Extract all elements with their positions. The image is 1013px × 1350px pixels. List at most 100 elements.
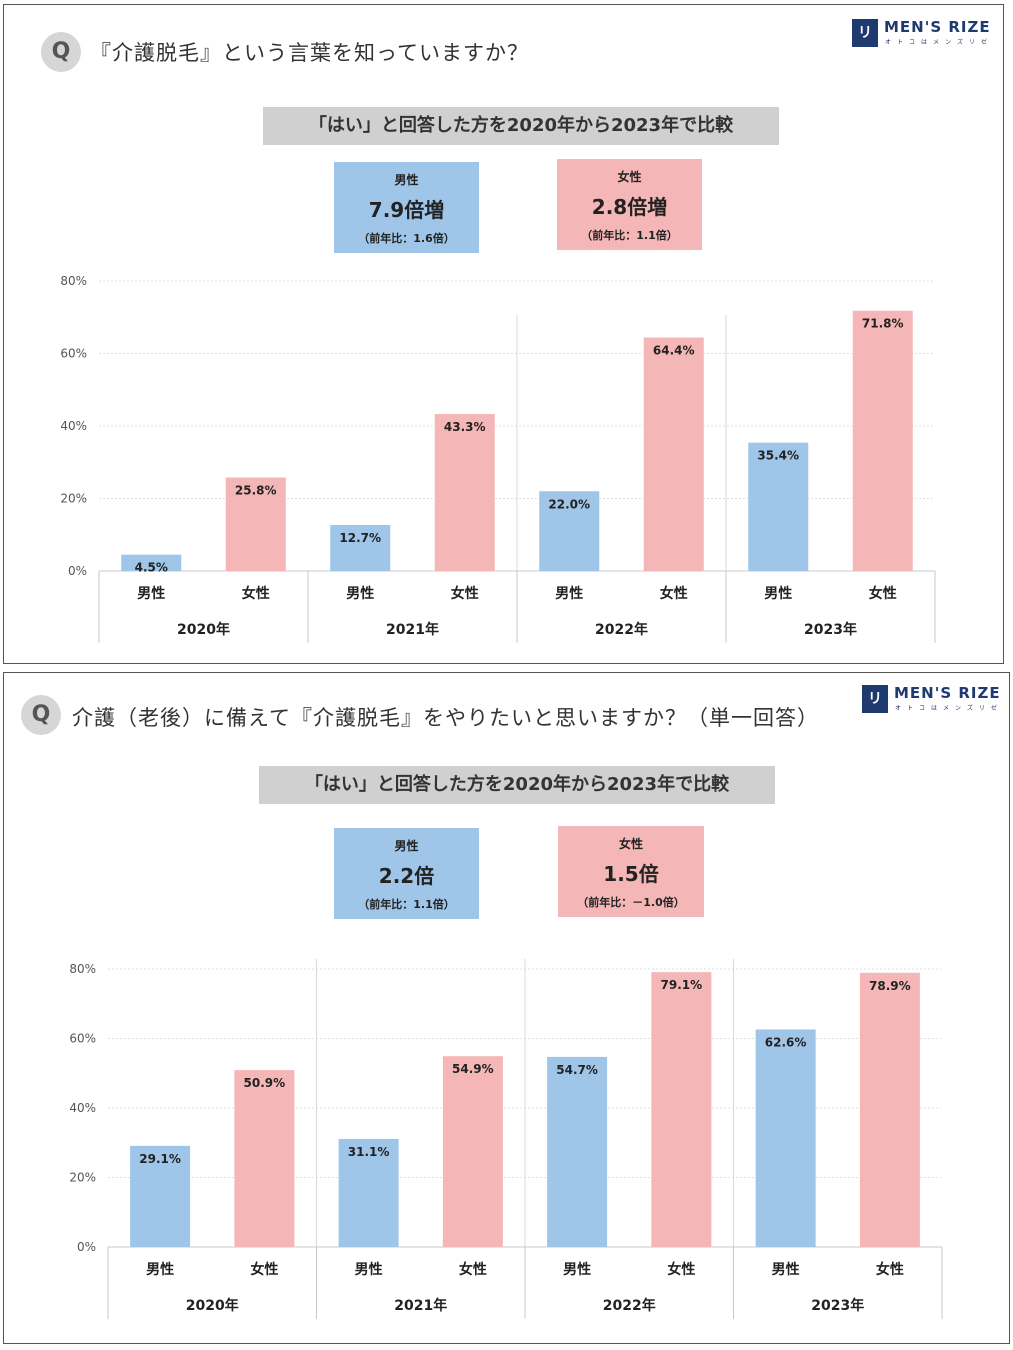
logo-mark: リゼ (852, 19, 878, 69)
bar-female (643, 337, 704, 571)
y-tick-label: 80% (60, 274, 87, 288)
y-tick-label: 20% (69, 1171, 96, 1185)
y-tick-label: 60% (60, 347, 87, 361)
question-badge: Q (41, 32, 81, 72)
y-tick-label: 40% (60, 419, 87, 433)
bar-male (539, 491, 600, 571)
male-summary-box: 男性 7.9倍増 （前年比：1.6倍） (334, 162, 479, 253)
bar-female (442, 1056, 503, 1247)
female-summary-yoy: （前年比：－1.0倍） (577, 896, 685, 909)
x-gender-label: 女性 (250, 1261, 278, 1278)
bar-male (130, 1145, 191, 1247)
bar-female (225, 477, 286, 571)
bar-value-label: 43.3% (444, 420, 486, 434)
bar-value-label: 22.0% (548, 497, 590, 511)
logo-name: MEN'S RIZE (894, 684, 1001, 702)
x-gender-label: 男性 (764, 585, 792, 602)
x-gender-label: 男性 (355, 1261, 383, 1278)
bar-male (748, 442, 809, 571)
bar-value-label: 50.9% (244, 1076, 286, 1090)
bar-value-label: 78.9% (869, 979, 911, 993)
bar-male (330, 524, 391, 571)
x-year-label: 2023年 (804, 621, 857, 638)
survey-panel-awareness: Q 『介護脱毛』という言葉を知っていますか？ リゼ MEN'S RIZE オトコ… (3, 4, 1004, 664)
bar-value-label: 79.1% (661, 978, 703, 992)
x-year-label: 2023年 (811, 1297, 864, 1314)
male-summary-yoy: （前年比：1.6倍） (358, 232, 455, 245)
brand-logo: リゼ MEN'S RIZE オトコはメンズリゼ (862, 684, 1008, 735)
x-gender-label: 女性 (242, 585, 270, 602)
question-title: 『介護脱毛』という言葉を知っていますか？ (90, 41, 529, 65)
comparison-banner: 「はい」と回答した方を2020年から2023年で比較 (259, 766, 775, 804)
question-title: 介護（老後）に備えて『介護脱毛』をやりたいと思いますか？（単一回答） (72, 706, 819, 730)
female-summary-box: 女性 1.5倍 （前年比：－1.0倍） (558, 826, 704, 917)
bar-value-label: 35.4% (757, 449, 799, 463)
x-gender-label: 男性 (146, 1261, 174, 1278)
x-year-label: 2020年 (177, 621, 230, 638)
bar-male (547, 1056, 608, 1247)
x-gender-label: 女性 (459, 1261, 487, 1278)
bar-female (234, 1070, 295, 1247)
x-gender-label: 女性 (660, 585, 688, 602)
bar-female (852, 310, 913, 571)
comparison-banner: 「はい」と回答した方を2020年から2023年で比較 (263, 107, 779, 145)
x-year-label: 2022年 (603, 1297, 656, 1314)
x-year-label: 2021年 (394, 1297, 447, 1314)
bar-value-label: 64.4% (653, 344, 695, 358)
bar-value-label: 54.9% (452, 1062, 494, 1076)
question-badge: Q (21, 695, 61, 735)
x-gender-label: 男性 (346, 585, 374, 602)
bar-chart-intention: 0% 20% 40% 60% 80% 29.1% 男性 50.9% 女性 2020年 31.1% 男性… (69, 959, 943, 1319)
bar-male (121, 554, 182, 571)
survey-panel-intention: Q 介護（老後）に備えて『介護脱毛』をやりたいと思いますか？（単一回答） リゼ … (3, 672, 1010, 1344)
logo-name: MEN'S RIZE (884, 18, 991, 36)
bar-male (338, 1138, 399, 1247)
female-summary-label: 女性 (618, 837, 643, 851)
bar-chart-awareness: 0% 20% 40% 60% 80% 4.5% 男性 25.8% 女性 2020年 12.7% 男性 4… (60, 274, 936, 643)
x-gender-label: 男性 (563, 1261, 591, 1278)
female-summary-value: 1.5倍 (603, 862, 659, 886)
x-year-label: 2021年 (386, 621, 439, 638)
y-tick-label: 60% (69, 1032, 96, 1046)
bar-value-label: 31.1% (348, 1145, 390, 1159)
bar-value-label: 54.7% (556, 1063, 598, 1077)
brand-logo: リゼ MEN'S RIZE オトコはメンズリゼ (852, 18, 1002, 69)
male-summary-box: 男性 2.2倍 （前年比：1.1倍） (334, 828, 479, 919)
bar-value-label: 71.8% (862, 317, 904, 331)
bar-female (859, 972, 920, 1247)
x-gender-label: 女性 (667, 1261, 695, 1278)
x-gender-label: 男性 (555, 585, 583, 602)
female-summary-value: 2.8倍増 (591, 195, 668, 219)
x-year-label: 2020年 (186, 1297, 239, 1314)
bar-value-label: 25.8% (235, 483, 277, 497)
bar-value-label: 12.7% (339, 531, 381, 545)
logo-tagline: オトコはメンズリゼ (885, 39, 993, 46)
bar-value-label: 4.5% (135, 561, 168, 575)
female-summary-box: 女性 2.8倍増 （前年比：1.1倍） (557, 159, 702, 250)
male-summary-yoy: （前年比：1.1倍） (358, 898, 455, 911)
y-tick-label: 0% (68, 564, 87, 578)
y-tick-label: 80% (69, 962, 96, 976)
x-gender-label: 男性 (137, 585, 165, 602)
male-summary-label: 男性 (394, 173, 419, 187)
logo-mark: リゼ (862, 685, 888, 735)
x-gender-label: 女性 (451, 585, 479, 602)
x-gender-label: 女性 (869, 585, 897, 602)
male-summary-value: 2.2倍 (378, 864, 435, 888)
y-tick-label: 0% (77, 1240, 96, 1254)
female-summary-yoy: （前年比：1.1倍） (581, 229, 678, 242)
x-year-label: 2022年 (595, 621, 648, 638)
y-tick-label: 40% (69, 1101, 96, 1115)
male-summary-label: 男性 (394, 839, 419, 853)
y-tick-label: 20% (60, 492, 87, 506)
female-summary-label: 女性 (617, 170, 642, 184)
bar-value-label: 62.6% (765, 1035, 807, 1049)
bar-female (651, 972, 712, 1247)
bar-male (755, 1029, 816, 1247)
x-gender-label: 女性 (876, 1261, 904, 1278)
x-gender-label: 男性 (772, 1261, 800, 1278)
logo-tagline: オトコはメンズリゼ (895, 705, 1003, 712)
bar-value-label: 29.1% (139, 1152, 181, 1166)
male-summary-value: 7.9倍増 (368, 198, 445, 222)
bar-female (434, 414, 495, 571)
